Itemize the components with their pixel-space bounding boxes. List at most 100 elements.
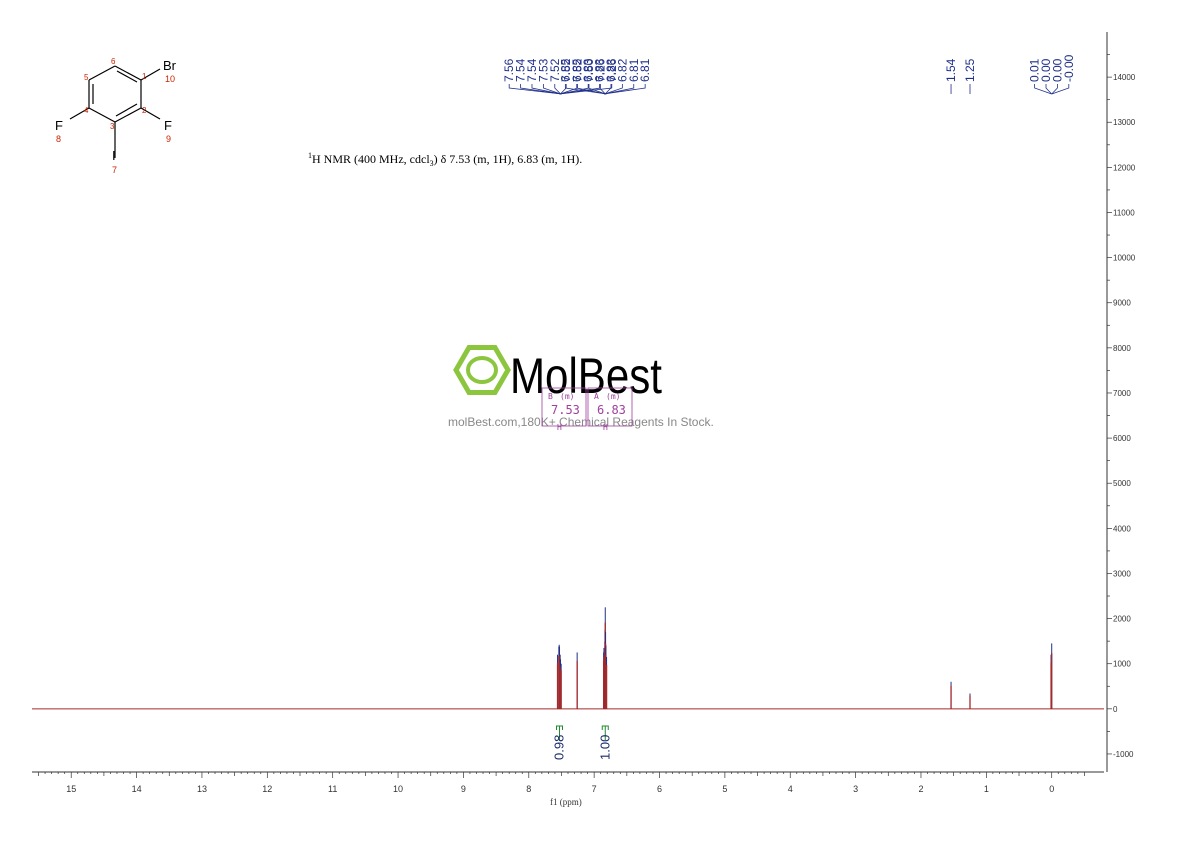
- y-tick-label: 0: [1113, 705, 1118, 714]
- x-tick-label: 4: [788, 784, 793, 794]
- peak-label: 0.01: [1028, 58, 1042, 82]
- ring-number-3: 3: [110, 122, 115, 131]
- y-tick-label: 3000: [1113, 569, 1131, 578]
- peak-label: 7.52: [548, 58, 562, 82]
- ring-number-1: 1: [142, 72, 147, 81]
- peak-label-connector: [559, 84, 601, 95]
- x-tick-label: 2: [918, 784, 923, 794]
- chart-title: 1H NMR (400 MHz, cdcl3) δ 7.53 (m, 1H), …: [308, 151, 582, 168]
- x-tick-label: 9: [461, 784, 466, 794]
- peak-label-connector: [1034, 84, 1052, 95]
- peak-label-connector: [531, 84, 562, 95]
- peak-label: 6.85: [558, 58, 572, 82]
- x-tick-label: 6: [657, 784, 662, 794]
- integral-bracket: [601, 725, 609, 740]
- peak-label-connector: [520, 84, 562, 95]
- multiplet-boxes: B (m) 7.53 H A (m) 6.83 H: [541, 387, 633, 432]
- multiplet-a-type: (m): [606, 392, 620, 401]
- peak-label-connector: [564, 84, 607, 95]
- x-tick-label: 8: [526, 784, 531, 794]
- atom-number-7: 7: [112, 165, 117, 175]
- peak-label: 7.50: [582, 58, 596, 82]
- y-tick-label: -1000: [1113, 750, 1134, 759]
- x-tick-label: 12: [262, 784, 272, 794]
- y-tick-label: 14000: [1113, 73, 1136, 82]
- ring-number-2: 2: [142, 106, 147, 115]
- y-axis-ticks: -1000 0 1000 2000 3000 4000 5000 6000 7000 8000 90…: [1107, 54, 1136, 759]
- x-tick-label: 11: [328, 784, 337, 794]
- peak-label-connector: [559, 84, 613, 95]
- multiplet-b-letter: B: [548, 392, 553, 401]
- atom-number-8: 8: [56, 134, 61, 144]
- y-tick-label: 8000: [1113, 344, 1131, 353]
- multiplet-a-letter: A: [594, 392, 599, 401]
- x-axis-ticks: 15 14 13 12 11 10 9 8 7 6 5 4 3 2 1 0: [38, 772, 1085, 794]
- molbest-watermark: MolBest molBest.com,180K+ Chemical Reage…: [448, 345, 714, 429]
- peak-label-connector: [599, 84, 606, 95]
- peak-label: 6.82: [615, 58, 629, 82]
- peak-label: 1.25: [963, 58, 977, 82]
- atom-label-f9: F: [164, 118, 172, 133]
- x-tick-label: 13: [197, 784, 207, 794]
- y-tick-label: 7000: [1113, 389, 1131, 398]
- y-tick-label: 12000: [1113, 163, 1136, 172]
- multiplet-b-shift: 7.53: [551, 403, 580, 417]
- peak-label: 7.52: [571, 58, 585, 82]
- watermark-tagline: molBest.com,180K+ Chemical Reagents In S…: [448, 415, 714, 429]
- multiplet-a-unit: H: [603, 423, 608, 432]
- title-superscript: 1: [308, 151, 312, 160]
- peak-label: 1.54: [944, 58, 958, 82]
- peak-label-connector: [587, 84, 606, 95]
- integral-bracket: [556, 725, 564, 740]
- integrals: 0.98 1.00: [552, 725, 612, 760]
- peak-label-connector: [1051, 84, 1070, 95]
- spectrum-peaks: [556, 607, 1053, 709]
- peak-label: 7.54: [525, 58, 539, 82]
- y-tick-label: 1000: [1113, 660, 1131, 669]
- ring-number-6: 6: [111, 57, 116, 66]
- peak-label: 7.52: [559, 58, 573, 82]
- peak-label-connector: [576, 84, 607, 95]
- title-rest: ) δ 7.53 (m, 1H), 6.83 (m, 1H).: [434, 152, 583, 166]
- multiplet-a-shift: 6.83: [597, 403, 626, 417]
- peak-label: 7.54: [514, 58, 528, 82]
- x-tick-label: 10: [393, 784, 403, 794]
- y-tick-label: 10000: [1113, 254, 1136, 263]
- atom-label-f8: F: [55, 118, 63, 133]
- multiplet-box-b: [541, 387, 587, 427]
- peak-label-connector: [554, 84, 561, 95]
- x-tick-label: 0: [1049, 784, 1054, 794]
- peak-label: 7.56: [502, 58, 516, 82]
- x-tick-label: 1: [984, 784, 989, 794]
- atom-number-10: 10: [165, 74, 175, 84]
- atom-label-i: I: [112, 148, 116, 163]
- chemical-structure: Br 10 F 8 F 9 I 7 1 2 3 4 5 6: [55, 57, 177, 175]
- peak-label: 6.83: [604, 58, 618, 82]
- x-tick-label: 15: [66, 784, 76, 794]
- peak-label: -0.00: [1062, 54, 1076, 82]
- x-tick-label: 3: [853, 784, 858, 794]
- peak-label: 6.85: [570, 58, 584, 82]
- peak-label-connector: [542, 84, 561, 95]
- benzene-ring: [69, 65, 161, 158]
- peak-label: 0.00: [1039, 58, 1053, 82]
- peak-label-connector: [604, 84, 612, 95]
- x-tick-label: 5: [722, 784, 727, 794]
- y-tick-label: 9000: [1113, 299, 1131, 308]
- peak-label-connector: [603, 84, 646, 95]
- integral-value: 0.98: [552, 735, 567, 760]
- ring-number-5: 5: [84, 73, 89, 82]
- multiplet-b-unit: H: [557, 423, 562, 432]
- peak-label: 7.26: [593, 58, 607, 82]
- atom-label-br: Br: [163, 58, 177, 73]
- multiplet-b-type: (m): [560, 392, 574, 401]
- peak-label: 7.26: [605, 58, 619, 82]
- integral-value: 1.00: [597, 735, 612, 760]
- multiplet-box-a: [587, 387, 633, 427]
- benzene-logo-icon: [453, 345, 511, 395]
- atom-number-9: 9: [166, 134, 171, 144]
- peak-label-connector: [1045, 84, 1052, 95]
- y-tick-label: 11000: [1113, 208, 1135, 217]
